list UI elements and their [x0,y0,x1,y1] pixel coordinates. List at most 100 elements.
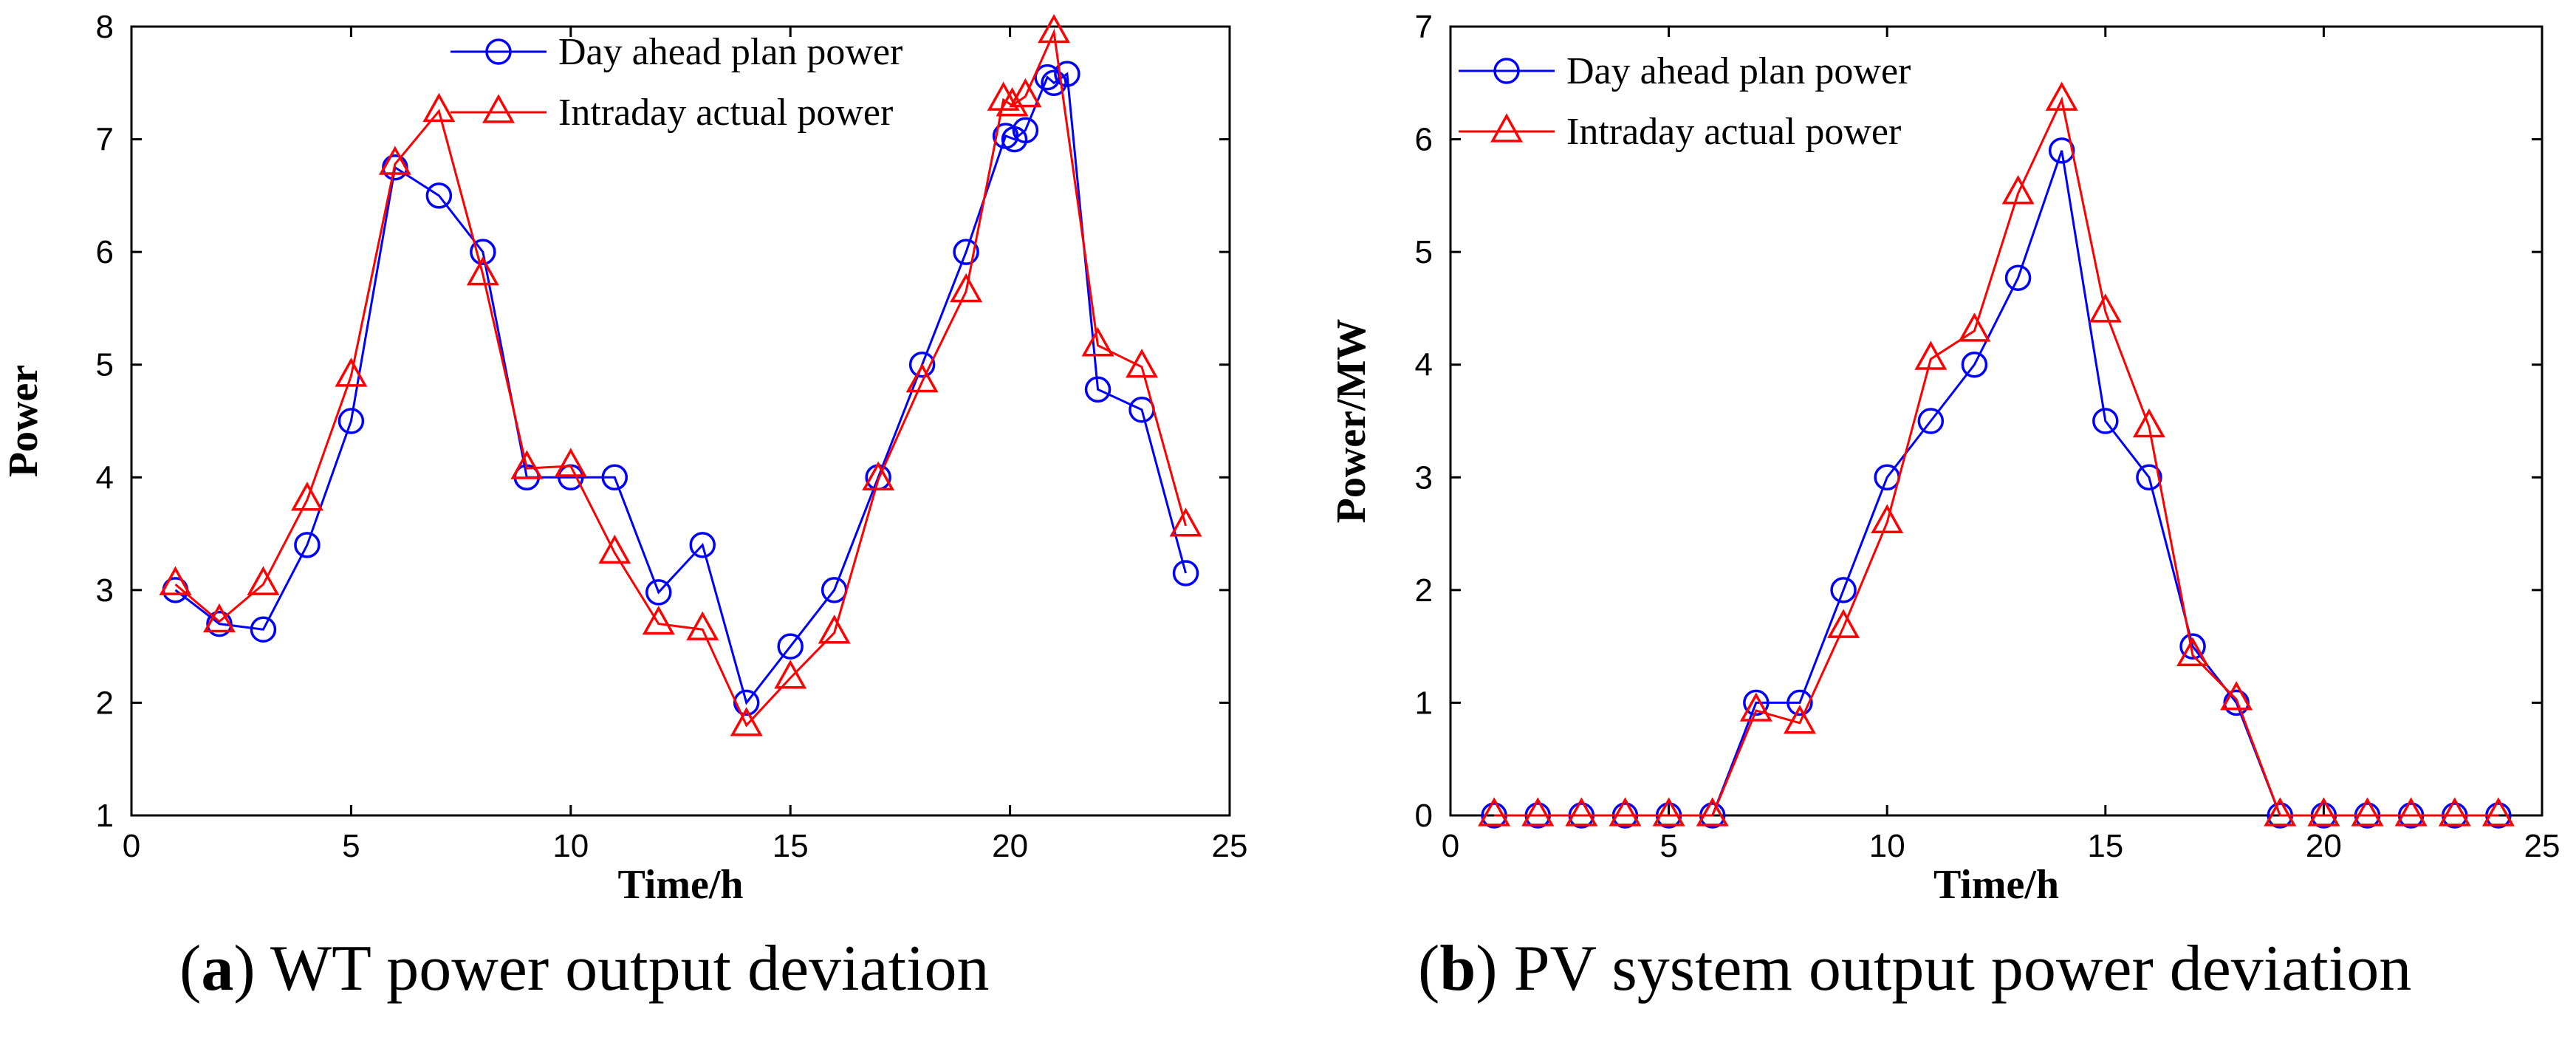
wt-data-point [290,482,323,511]
wt-caption: (a) WT power output deviation [179,933,990,1005]
wt-series-line [174,28,1187,728]
wt-data-point [425,182,453,209]
pv-data-point [2004,264,2032,291]
pv-plot-frame [1449,25,2544,817]
pv-data-point [1652,797,1685,826]
wt-y-tick-label: 5 [96,347,114,383]
pv-data-point [2179,633,2206,660]
wt-data-point [1081,327,1114,357]
wt-data-point [1054,61,1080,87]
wt-plot-frame [130,25,1231,817]
wt-series-day-ahead [162,61,1199,716]
wt-data-point [996,87,1029,117]
pv-y-tick-label: 7 [1415,9,1433,45]
wt-series-line [174,72,1187,705]
wt-data-point [206,610,233,637]
caption-close-paren: ) [233,933,255,1005]
wt-y-tick-label: 6 [96,234,114,270]
pv-y-tick-label: 6 [1415,122,1433,158]
wt-y-tick-label: 7 [96,122,114,158]
pv-data-point [2220,681,2253,711]
pv-legend: Day ahead plan power Intraday actual powe… [1459,50,1911,153]
pv-data-point [2089,293,2122,323]
pv-y-tick-label: 1 [1415,685,1433,721]
wt-series-intraday [159,13,1202,736]
pv-data-point [2048,137,2075,164]
wt-legend-label: Intraday actual power [558,92,893,134]
wt-data-point [338,408,365,434]
wt-data-point [777,633,804,660]
pv-data-point [1696,797,1729,826]
pv-data-point [1478,797,1511,826]
pv-data-point [2001,175,2035,205]
wt-y-tick-label: 2 [96,685,114,721]
wt-data-point [733,689,760,716]
pv-data-point [2176,637,2210,667]
wt-data-point [598,534,631,564]
wt-data-point [1038,13,1071,44]
wt-legend: Day ahead plan power Intraday actual powe… [451,31,902,134]
pv-data-point [2394,797,2428,826]
wt-data-point [247,566,280,595]
wt-data-point [774,660,807,689]
wt-data-point [294,532,321,558]
pv-data-point [2307,797,2340,826]
caption-text: PV system output power deviation [1498,933,2412,1005]
pv-data-point [1521,797,1555,826]
wt-y-tick-label: 1 [96,798,114,834]
pv-data-point [1739,692,1772,722]
pv-data-point [2351,797,2384,826]
pv-x-tick-label: 15 [2087,828,2123,864]
wt-data-point [470,239,496,265]
wt-y-axis-label: Power [1,365,47,477]
wt-data-point [645,579,672,606]
pv-data-point [1787,689,1813,716]
wt-data-point [1172,560,1199,586]
wt-data-point [159,566,192,595]
pv-legend-marker [1490,113,1523,143]
pv-data-point [1783,705,1816,734]
wt-x-tick-label: 5 [342,828,360,864]
pv-legend-marker [1493,58,1520,84]
pv-series-intraday [1478,81,2515,826]
wt-data-point [862,461,895,491]
caption-open-paren: ( [179,933,201,1005]
wt-x-tick-label: 10 [552,828,589,864]
pv-data-point [2264,797,2297,826]
wt-data-point [250,616,277,643]
wt-x-tick-label: 0 [123,828,140,864]
pv-y-tick-label: 5 [1415,234,1433,270]
wt-data-point [1169,507,1202,537]
wt-legend-marker [485,38,512,65]
pv-y-tick-label: 3 [1415,459,1433,496]
wt-data-point [422,92,456,123]
pv-data-point [2132,408,2165,438]
pv-data-point [1958,312,1991,342]
pv-data-point [1961,351,1988,378]
wt-x-tick-label: 25 [1212,828,1248,864]
pv-data-point [2136,464,2162,491]
wt-chart: 0 5 10 15 20 25 1 2 3 4 5 6 7 8 Time/h Power Day ahead p… [1,9,1247,1005]
wt-data-point [950,273,983,303]
wt-data-point [1084,376,1111,403]
pv-x-tick-label: 5 [1659,828,1677,864]
wt-data-point [953,239,979,265]
wt-y-tick-label: 3 [96,572,114,609]
wt-data-point [1126,349,1159,378]
pv-series-line [1494,150,2498,817]
wt-data-point [689,532,716,558]
pv-y-tick-label: 2 [1415,572,1433,609]
wt-data-point [1009,78,1042,108]
pv-data-point [1830,577,1857,603]
wt-data-point [466,256,499,286]
pv-x-tick-label: 0 [1442,828,1459,864]
pv-data-point [1917,408,1945,434]
wt-data-point [202,603,236,633]
pv-data-point [2045,81,2078,111]
pv-data-point [1565,797,1598,826]
pv-legend-label: Intraday actual power [1566,111,1901,153]
wt-data-point [987,81,1020,111]
pv-data-point [1914,340,1948,370]
pv-x-tick-label: 20 [2306,828,2342,864]
